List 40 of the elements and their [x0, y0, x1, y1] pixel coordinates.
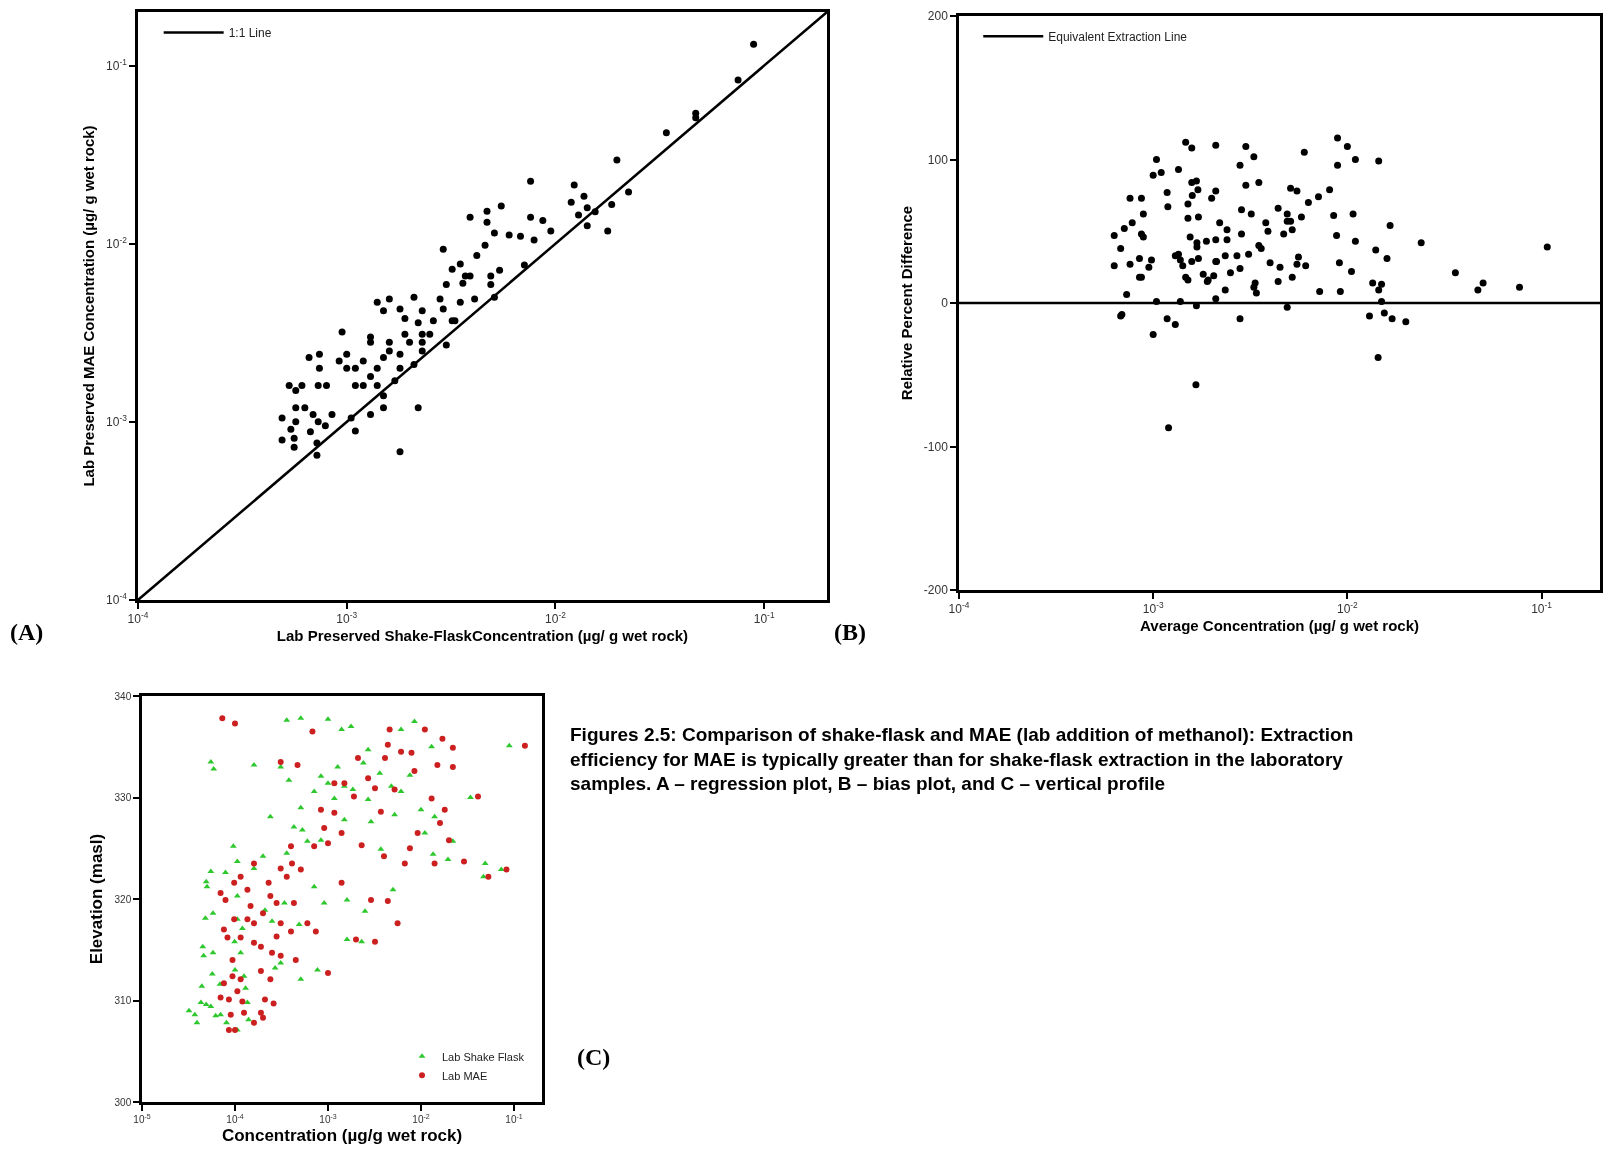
x-tick-label: 10$^{-3}$	[319, 1112, 337, 1125]
y-tick-label: 320	[114, 893, 132, 905]
x-tick-label: 10$^{-1}$	[505, 1112, 523, 1125]
text: (C)	[577, 1044, 611, 1070]
y-tick-label: -200	[923, 583, 949, 598]
y-tick-label: 310	[114, 995, 132, 1006]
text: (B)	[834, 619, 866, 645]
y-tick-label: 200	[927, 9, 949, 24]
y-tick-label: 10$^{-2}$	[106, 234, 128, 251]
x-tick-label: 10$^{-2}$	[545, 610, 567, 627]
legend-label: Equivalent Extraction Line	[1048, 29, 1188, 44]
x-tick-label: 10$^{-4}$	[127, 610, 149, 627]
x-axis-title: Concentration (µg/g wet rock)	[221, 1126, 463, 1146]
text: (A)	[10, 619, 44, 645]
y-tick-label: -100	[923, 439, 949, 454]
legend-label: Lab Shake Flask	[442, 1050, 525, 1063]
y-axis-title: Relative Percent Difference	[898, 205, 916, 401]
y-axis-title: Elevation (masl)	[87, 833, 107, 965]
y-tick-label: 340	[114, 690, 132, 702]
x-tick-label: 10$^{-5}$	[133, 1112, 151, 1125]
y-tick-label: 0	[941, 296, 949, 311]
y-tick-label: 100	[927, 152, 949, 167]
x-tick-label: 10$^{-1}$	[753, 610, 775, 627]
x-tick-label: 10$^{-4}$	[948, 600, 970, 617]
x-tick-label: 10$^{-2}$	[1336, 600, 1359, 617]
legend-label: 1:1 Line	[228, 26, 272, 41]
x-tick-label: 10$^{-1}$	[1531, 600, 1553, 617]
x-axis-title: Average Concentration (µg/ g wet rock)	[1140, 617, 1419, 635]
x-tick-label: 10$^{-4}$	[226, 1112, 244, 1125]
legend-label: Lab MAE	[442, 1069, 488, 1082]
x-tick-label: 10$^{-3}$	[1142, 600, 1164, 617]
y-tick-label: 300	[114, 1096, 132, 1108]
x-tick-label: 10$^{-3}$	[336, 610, 358, 627]
y-tick-label: 10$^{-3}$	[106, 413, 128, 430]
y-tick-label: 10$^{-1}$	[106, 56, 128, 73]
y-axis-title: Lab Preserved MAE Concentration (µg/ g wet rock)	[80, 125, 98, 487]
text: Figures 2.5: Comparison of shake-flask and MAE (lab addition of methanol): Extraction efficiency for MAE is typically greater than for shake-flask extraction in the laboratory samples. A – regression plot, B – bias plot, and C – vertical profile	[570, 724, 1354, 795]
x-tick-label: 10$^{-2}$	[412, 1112, 430, 1125]
y-tick-label: 330	[114, 792, 132, 803]
x-axis-title: Lab Preserved Shake-FlaskConcentration (µg/ g wet rock)	[276, 627, 689, 645]
